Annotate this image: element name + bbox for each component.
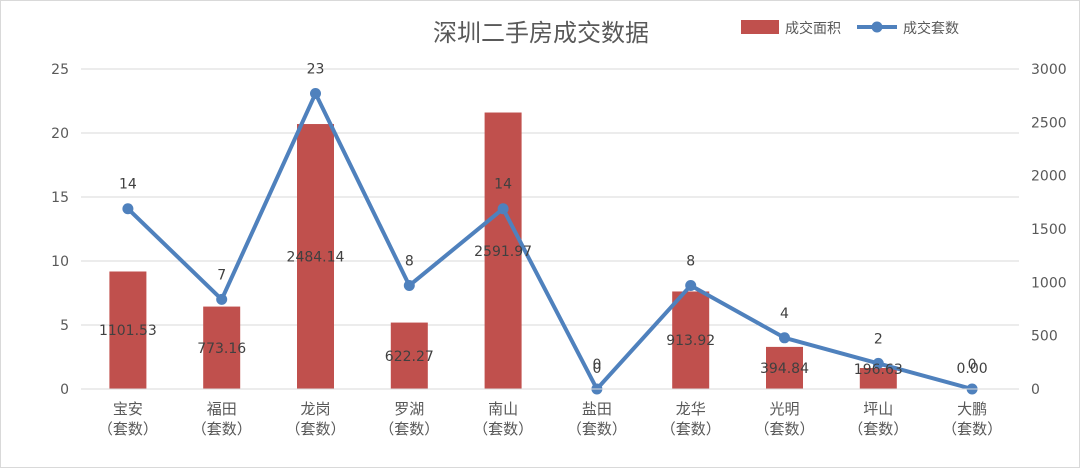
right-axis-tick-label: 1500 xyxy=(1031,222,1067,238)
line-point xyxy=(310,88,321,100)
legend-swatch-marker xyxy=(871,21,883,33)
bar xyxy=(484,112,522,390)
bar-data-label: 622.27 xyxy=(385,349,434,365)
bar xyxy=(297,124,334,389)
chart-title: 深圳二手房成交数据 xyxy=(433,19,649,47)
line-point xyxy=(497,203,509,215)
category-label: 罗湖 xyxy=(394,400,424,418)
line-data-label: 0 xyxy=(968,357,977,373)
line-series xyxy=(122,88,978,395)
line-data-label: 4 xyxy=(780,306,789,322)
category-label: （套数） xyxy=(192,420,252,438)
right-axis-tick-label: 0 xyxy=(1031,382,1040,398)
right-axis-tick-label: 3000 xyxy=(1031,62,1067,78)
bar-data-labels: 1101.53 773.16 2484.14 622.27 2591.97 0 913.92… xyxy=(99,244,988,378)
line-data-label: 8 xyxy=(686,254,695,270)
bar-data-label: 1101.53 xyxy=(99,323,157,339)
line-point xyxy=(216,293,228,305)
category-label: （套数） xyxy=(98,420,158,438)
left-axis-tick-label: 5 xyxy=(60,318,69,334)
bar-data-label: 394.84 xyxy=(760,361,809,377)
left-axis-tick-label: 10 xyxy=(51,254,69,270)
line-point xyxy=(403,280,415,292)
right-axis-tick-label: 2000 xyxy=(1031,169,1067,185)
category-label: 龙岗 xyxy=(300,400,330,418)
right-axis: 0 500 1000 1500 2000 2500 3000 xyxy=(1031,62,1067,398)
bar xyxy=(390,322,428,389)
category-label: 光明 xyxy=(769,400,799,418)
category-label: （套数） xyxy=(567,420,627,438)
line-data-label: 23 xyxy=(307,62,325,78)
bar xyxy=(672,291,710,389)
category-label: （套数） xyxy=(848,420,908,438)
bar-data-label: 196.63 xyxy=(854,362,903,378)
bar-data-label: 2484.14 xyxy=(287,250,345,266)
line-path xyxy=(126,91,973,391)
line-data-label: 14 xyxy=(119,177,137,193)
category-label: 宝安 xyxy=(113,400,143,418)
legend-swatch-bar xyxy=(741,20,779,34)
bar-data-label: 0 xyxy=(592,361,601,377)
left-axis-tick-label: 20 xyxy=(51,126,69,142)
left-axis: 0 5 10 15 20 25 xyxy=(51,62,69,398)
right-axis-tick-label: 1000 xyxy=(1031,275,1067,291)
line-data-label: 14 xyxy=(494,177,512,193)
line-data-label: 8 xyxy=(405,254,414,270)
bar xyxy=(203,306,241,389)
category-label: 盐田 xyxy=(582,400,612,418)
category-label: 福田 xyxy=(207,400,237,418)
line-data-labels: 14 7 23 8 14 0 8 4 2 0 xyxy=(119,62,977,373)
bar xyxy=(766,346,803,389)
bar-series xyxy=(109,112,897,390)
category-label: 龙华 xyxy=(676,400,706,418)
left-axis-tick-label: 25 xyxy=(51,62,69,78)
category-label: 坪山 xyxy=(863,400,893,418)
line-data-label: 2 xyxy=(874,331,883,347)
category-label: （套数） xyxy=(942,420,1002,438)
bar-data-label: 0.00 xyxy=(957,361,988,377)
line-data-label: 0 xyxy=(592,357,601,373)
legend-label-bar: 成交面积 xyxy=(785,20,841,37)
line-point xyxy=(872,357,884,369)
category-label: 大鹏 xyxy=(957,400,987,418)
line-data-label: 7 xyxy=(217,267,226,283)
line-point xyxy=(779,332,790,344)
category-label: （套数） xyxy=(754,420,814,438)
bar-data-label: 2591.97 xyxy=(474,244,532,260)
category-label: （套数） xyxy=(379,420,439,438)
right-axis-tick-label: 2500 xyxy=(1031,115,1067,131)
category-label: 南山 xyxy=(488,400,518,418)
bar-data-label: 913.92 xyxy=(666,333,715,349)
line-point xyxy=(122,203,134,215)
legend-label-line: 成交套数 xyxy=(903,20,959,37)
category-label: （套数） xyxy=(473,420,533,438)
x-axis: 宝安 （套数） 福田 （套数） 龙岗 （套数） 罗湖 （套数） 南山 （套数） 盐田 （套数） 龙华 （套… xyxy=(81,388,1019,438)
line-point xyxy=(685,280,697,292)
category-label: （套数） xyxy=(285,420,345,438)
left-axis-tick-label: 0 xyxy=(60,382,69,398)
bar xyxy=(859,368,897,389)
right-axis-tick-label: 500 xyxy=(1031,329,1058,345)
bar-data-label: 773.16 xyxy=(197,341,246,357)
bar xyxy=(109,271,147,389)
left-axis-tick-label: 15 xyxy=(51,190,69,206)
legend: 成交面积 成交套数 xyxy=(741,20,959,37)
category-label: （套数） xyxy=(661,420,721,438)
